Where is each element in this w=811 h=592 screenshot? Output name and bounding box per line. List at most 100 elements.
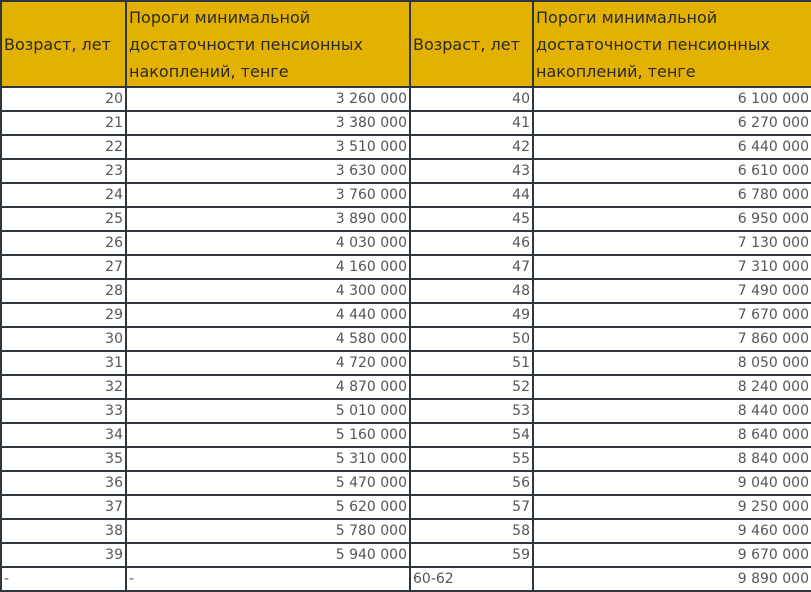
age-cell: 41 xyxy=(409,110,534,136)
threshold-cell: 4 160 000 xyxy=(125,254,411,280)
table-row: 24 3 760 000 44 6 780 000 xyxy=(0,182,811,208)
header-threshold: Пороги минимальной достаточности пенсион… xyxy=(532,0,811,88)
age-cell: 55 xyxy=(409,446,534,472)
table-row: 36 5 470 000 56 9 040 000 xyxy=(0,470,811,496)
age-cell: 26 xyxy=(0,230,127,256)
threshold-cell: 5 620 000 xyxy=(125,494,411,520)
table-row: 26 4 030 000 46 7 130 000 xyxy=(0,230,811,256)
threshold-cell: 7 310 000 xyxy=(532,254,811,280)
threshold-cell: 5 160 000 xyxy=(125,422,411,448)
age-cell: 34 xyxy=(0,422,127,448)
age-cell: 40 xyxy=(409,86,534,112)
threshold-cell: 4 720 000 xyxy=(125,350,411,376)
age-cell: 58 xyxy=(409,518,534,544)
age-cell: 38 xyxy=(0,518,127,544)
threshold-cell: 3 630 000 xyxy=(125,158,411,184)
age-cell: 20 xyxy=(0,86,127,112)
table-row: 39 5 940 000 59 9 670 000 xyxy=(0,542,811,568)
threshold-cell: - xyxy=(125,566,411,592)
table-row: 35 5 310 000 55 8 840 000 xyxy=(0,446,811,472)
age-cell: 48 xyxy=(409,278,534,304)
header-age: Возраст, лет xyxy=(0,0,127,88)
threshold-cell: 7 490 000 xyxy=(532,278,811,304)
threshold-cell: 6 950 000 xyxy=(532,206,811,232)
age-cell: 28 xyxy=(0,278,127,304)
threshold-cell: 8 050 000 xyxy=(532,350,811,376)
threshold-cell: 5 940 000 xyxy=(125,542,411,568)
age-cell: 51 xyxy=(409,350,534,376)
age-cell: 24 xyxy=(0,182,127,208)
table-row: 25 3 890 000 45 6 950 000 xyxy=(0,206,811,232)
threshold-cell: 3 380 000 xyxy=(125,110,411,136)
threshold-cell: 7 860 000 xyxy=(532,326,811,352)
table-row: - -60-62 9 890 000 xyxy=(0,566,811,592)
age-cell: 60-62 xyxy=(409,566,534,592)
age-cell: 25 xyxy=(0,206,127,232)
table-row: 33 5 010 000 53 8 440 000 xyxy=(0,398,811,424)
threshold-cell: 6 440 000 xyxy=(532,134,811,160)
age-cell: 50 xyxy=(409,326,534,352)
threshold-cell: 6 610 000 xyxy=(532,158,811,184)
threshold-cell: 3 260 000 xyxy=(125,86,411,112)
threshold-cell: 8 840 000 xyxy=(532,446,811,472)
threshold-cell: 4 300 000 xyxy=(125,278,411,304)
table-row: 27 4 160 000 47 7 310 000 xyxy=(0,254,811,280)
threshold-cell: 6 780 000 xyxy=(532,182,811,208)
threshold-cell: 5 310 000 xyxy=(125,446,411,472)
table-row: 34 5 160 000 54 8 640 000 xyxy=(0,422,811,448)
age-cell: 32 xyxy=(0,374,127,400)
age-cell: 59 xyxy=(409,542,534,568)
threshold-cell: 9 670 000 xyxy=(532,542,811,568)
table-row: 31 4 720 000 51 8 050 000 xyxy=(0,350,811,376)
threshold-cell: 9 250 000 xyxy=(532,494,811,520)
age-cell: 45 xyxy=(409,206,534,232)
table-row: 29 4 440 000 49 7 670 000 xyxy=(0,302,811,328)
threshold-cell: 6 270 000 xyxy=(532,110,811,136)
age-cell: 47 xyxy=(409,254,534,280)
threshold-cell: 8 240 000 xyxy=(532,374,811,400)
threshold-cell: 4 580 000 xyxy=(125,326,411,352)
age-cell: 27 xyxy=(0,254,127,280)
threshold-cell: 3 510 000 xyxy=(125,134,411,160)
table-row: 37 5 620 000 57 9 250 000 xyxy=(0,494,811,520)
threshold-cell: 5 010 000 xyxy=(125,398,411,424)
header-age: Возраст, лет xyxy=(409,0,534,88)
threshold-cell: 7 130 000 xyxy=(532,230,811,256)
threshold-cell: 4 440 000 xyxy=(125,302,411,328)
threshold-cell: 3 760 000 xyxy=(125,182,411,208)
age-cell: 35 xyxy=(0,446,127,472)
table-row: 38 5 780 000 58 9 460 000 xyxy=(0,518,811,544)
threshold-cell: 5 470 000 xyxy=(125,470,411,496)
table-row: 28 4 300 000 48 7 490 000 xyxy=(0,278,811,304)
age-cell: 44 xyxy=(409,182,534,208)
threshold-cell: 6 100 000 xyxy=(532,86,811,112)
age-cell: 21 xyxy=(0,110,127,136)
age-cell: 37 xyxy=(0,494,127,520)
table-row: 30 4 580 000 50 7 860 000 xyxy=(0,326,811,352)
table-row: 21 3 380 000 41 6 270 000 xyxy=(0,110,811,136)
age-cell: 56 xyxy=(409,470,534,496)
threshold-cell: 8 640 000 xyxy=(532,422,811,448)
age-cell: 23 xyxy=(0,158,127,184)
age-cell: 54 xyxy=(409,422,534,448)
table-row: 23 3 630 000 43 6 610 000 xyxy=(0,158,811,184)
header-row: Возраст, лет Пороги минимальной достаточ… xyxy=(0,0,811,88)
threshold-cell: 9 040 000 xyxy=(532,470,811,496)
age-cell: 31 xyxy=(0,350,127,376)
age-cell: 43 xyxy=(409,158,534,184)
age-cell: 49 xyxy=(409,302,534,328)
threshold-cell: 4 030 000 xyxy=(125,230,411,256)
table-row: 20 3 260 000 40 6 100 000 xyxy=(0,86,811,112)
age-cell: 42 xyxy=(409,134,534,160)
threshold-cell: 9 890 000 xyxy=(532,566,811,592)
threshold-cell: 3 890 000 xyxy=(125,206,411,232)
threshold-cell: 9 460 000 xyxy=(532,518,811,544)
age-cell: 33 xyxy=(0,398,127,424)
age-cell: 36 xyxy=(0,470,127,496)
age-cell: 52 xyxy=(409,374,534,400)
age-cell: 22 xyxy=(0,134,127,160)
age-cell: 39 xyxy=(0,542,127,568)
threshold-cell: 4 870 000 xyxy=(125,374,411,400)
age-cell: 29 xyxy=(0,302,127,328)
